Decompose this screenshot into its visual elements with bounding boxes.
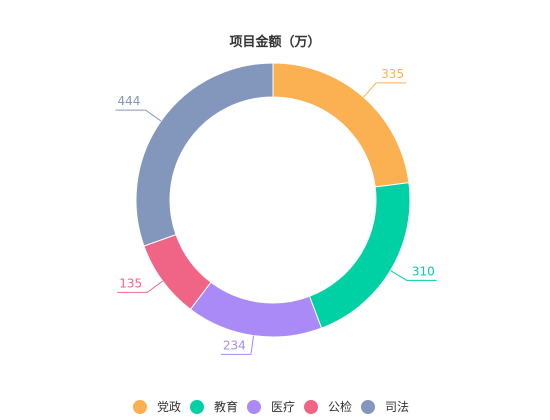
leader-line-教育 bbox=[390, 270, 437, 281]
chart-title: 项目金额（万） bbox=[229, 34, 320, 50]
legend-label: 党政 bbox=[157, 399, 181, 414]
leader-line-司法 bbox=[115, 109, 162, 122]
legend-swatch-icon bbox=[247, 400, 261, 414]
slices-layer bbox=[135, 62, 411, 338]
legend-item-司法[interactable]: 司法 bbox=[361, 400, 409, 414]
value-label-司法: 444 bbox=[118, 94, 141, 108]
legend-item-党政[interactable]: 党政 bbox=[133, 399, 181, 414]
value-label-党政: 335 bbox=[381, 67, 404, 81]
slice-司法[interactable] bbox=[135, 62, 274, 247]
legend-swatch-icon bbox=[304, 400, 318, 414]
value-label-医疗: 234 bbox=[223, 338, 246, 352]
legend-label: 司法 bbox=[385, 400, 409, 414]
value-label-公检: 135 bbox=[119, 276, 142, 290]
legend-item-教育[interactable]: 教育 bbox=[190, 399, 238, 414]
legend-label: 医疗 bbox=[271, 400, 295, 414]
legend-swatch-icon bbox=[133, 400, 147, 414]
slice-教育[interactable] bbox=[308, 182, 411, 329]
legend-swatch-icon bbox=[361, 400, 375, 414]
leader-line-医疗 bbox=[220, 335, 255, 355]
legend-item-医疗[interactable]: 医疗 bbox=[247, 400, 295, 414]
legend-swatch-icon bbox=[190, 400, 204, 414]
legend-label: 教育 bbox=[214, 399, 238, 414]
slice-党政[interactable] bbox=[272, 62, 410, 188]
labels-layer: 335 310 234 135 444 bbox=[115, 67, 437, 355]
leader-line-公检 bbox=[117, 280, 163, 293]
leader-line-党政 bbox=[363, 82, 407, 98]
legend-item-公检[interactable]: 公检 bbox=[304, 399, 352, 414]
slice-医疗[interactable] bbox=[189, 281, 323, 338]
legend-label: 公检 bbox=[328, 399, 352, 414]
value-label-教育: 310 bbox=[412, 264, 435, 278]
legend[interactable]: 党政 教育 医疗 公检 司法 bbox=[133, 399, 409, 414]
